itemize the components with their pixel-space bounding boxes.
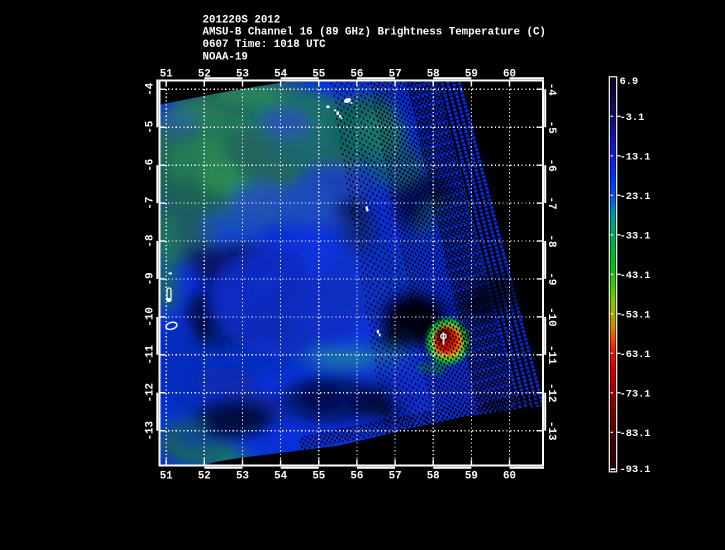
svg-text:6.9: 6.9 <box>620 76 639 88</box>
svg-text:55: 55 <box>312 471 325 483</box>
svg-text:201220S 2012: 201220S 2012 <box>203 14 281 26</box>
svg-text:-6: -6 <box>145 159 157 172</box>
svg-text:-11: -11 <box>545 345 557 365</box>
svg-text:60: 60 <box>503 69 516 81</box>
svg-text:-8: -8 <box>145 235 157 248</box>
svg-text:AMSU-B Channel 16 (89 GHz) Bri: AMSU-B Channel 16 (89 GHz) Brightness Te… <box>203 27 546 39</box>
svg-text:-7: -7 <box>545 197 557 210</box>
svg-text:60: 60 <box>503 471 516 483</box>
svg-text:-9: -9 <box>145 272 157 285</box>
svg-text:59: 59 <box>465 69 478 81</box>
svg-text:-83.1: -83.1 <box>620 428 651 440</box>
svg-text:-10: -10 <box>145 307 157 326</box>
svg-text:-5: -5 <box>545 121 557 134</box>
svg-text:-53.1: -53.1 <box>620 309 651 321</box>
svg-text:-7: -7 <box>145 197 157 210</box>
svg-text:51: 51 <box>160 471 173 483</box>
svg-text:-11: -11 <box>145 345 157 365</box>
svg-text:-13.1: -13.1 <box>620 151 651 163</box>
svg-text:52: 52 <box>198 471 211 483</box>
svg-text:-43.1: -43.1 <box>620 270 651 282</box>
svg-text:54: 54 <box>274 471 287 483</box>
svg-text:56: 56 <box>350 69 363 81</box>
svg-text:-12: -12 <box>145 383 157 402</box>
svg-text:-4: -4 <box>545 83 557 96</box>
svg-text:54: 54 <box>274 69 287 81</box>
svg-text:58: 58 <box>427 69 440 81</box>
svg-text:-33.1: -33.1 <box>620 230 651 242</box>
svg-text:59: 59 <box>465 471 478 483</box>
svg-text:51: 51 <box>160 69 173 81</box>
svg-text:-3.1: -3.1 <box>620 112 645 124</box>
svg-text:-6: -6 <box>545 159 557 172</box>
svg-text:-13: -13 <box>545 421 557 440</box>
svg-text:57: 57 <box>389 69 402 81</box>
svg-text:NOAA-19: NOAA-19 <box>203 52 248 64</box>
svg-text:52: 52 <box>198 69 211 81</box>
svg-text:57: 57 <box>389 471 402 483</box>
svg-text:-5: -5 <box>145 121 157 134</box>
svg-text:-8: -8 <box>545 235 557 248</box>
svg-text:-12: -12 <box>545 383 557 402</box>
svg-text:53: 53 <box>236 471 249 483</box>
svg-text:56: 56 <box>350 471 363 483</box>
svg-text:-63.1: -63.1 <box>620 349 651 361</box>
svg-text:58: 58 <box>427 471 440 483</box>
svg-text:-4: -4 <box>145 82 157 95</box>
svg-text:-93.1: -93.1 <box>620 464 651 476</box>
svg-text:-73.1: -73.1 <box>620 388 651 400</box>
svg-text:53: 53 <box>236 69 249 81</box>
svg-text:0607 Time: 1018 UTC: 0607 Time: 1018 UTC <box>203 39 327 51</box>
svg-text:55: 55 <box>312 69 325 81</box>
svg-text:-13: -13 <box>145 421 157 440</box>
svg-text:-9: -9 <box>545 272 557 285</box>
svg-text:-10: -10 <box>545 307 557 326</box>
svg-text:-23.1: -23.1 <box>620 191 651 203</box>
